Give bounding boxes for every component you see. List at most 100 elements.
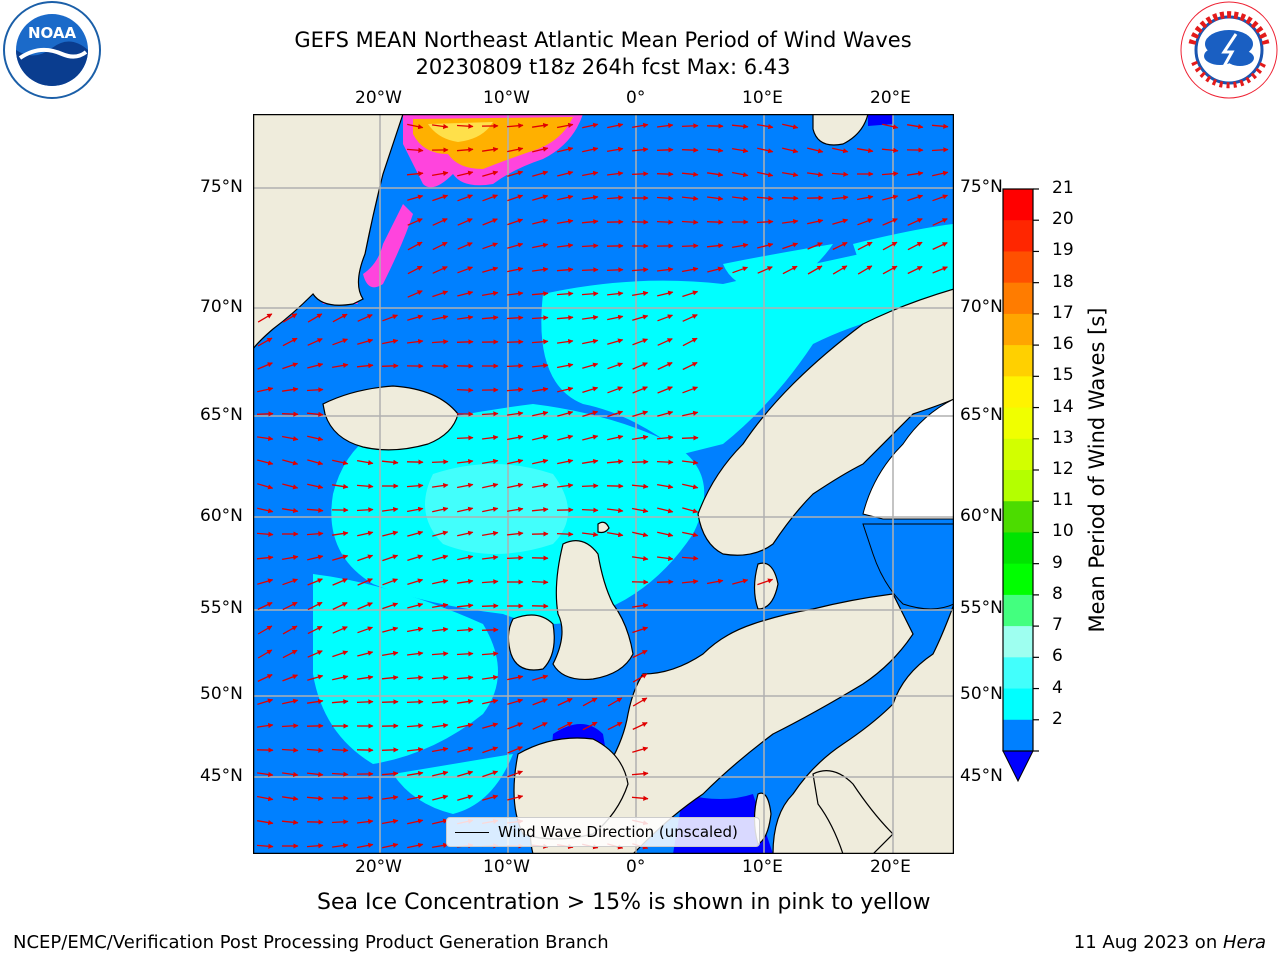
wave-direction-arrow: [507, 242, 524, 249]
colorbar-segment: [1003, 313, 1033, 346]
baltic-sea: [862, 523, 954, 610]
wave-direction-arrow: [631, 122, 649, 129]
wave-direction-arrow: [257, 578, 274, 585]
wave-direction-arrow: [631, 434, 649, 441]
wave-direction-arrow: [532, 194, 549, 201]
wave-direction-arrow: [306, 531, 324, 537]
wave-direction-arrow: [431, 651, 449, 657]
colorbar-tick-label: 18: [1052, 271, 1074, 292]
wave-direction-arrow: [482, 794, 499, 801]
wave-direction-arrow: [582, 362, 599, 369]
sea-ice-note-text: Sea Ice Concentration > 15% is shown in …: [317, 890, 931, 915]
wave-direction-arrow: [256, 531, 274, 537]
wave-direction-arrow: [657, 386, 673, 394]
wave-direction-arrow: [282, 313, 298, 323]
wave-direction-arrow: [582, 434, 599, 441]
wave-direction-arrow: [632, 410, 649, 418]
colorbar-segment: [1003, 376, 1033, 409]
lat-label-right-70n: 70°N: [960, 297, 1003, 317]
wave-direction-arrow: [907, 218, 923, 226]
wave-direction-arrow: [731, 147, 749, 154]
wave-direction-arrow: [257, 674, 273, 682]
wave-direction-arrow: [307, 650, 323, 658]
wave-direction-arrow: [507, 698, 524, 705]
wave-direction-arrow: [457, 530, 474, 537]
wave-direction-arrow: [432, 530, 449, 537]
wave-direction-arrow: [257, 602, 273, 610]
wave-direction-arrow: [256, 555, 274, 561]
wave-direction-arrow: [607, 410, 624, 418]
lon-label-top-0: 0°: [626, 88, 646, 108]
wave-direction-arrow: [681, 555, 699, 561]
wave-direction-arrow: [507, 410, 524, 417]
legend-line-sample: [455, 832, 489, 833]
wave-direction-arrow: [382, 626, 399, 633]
wave-direction-arrow: [657, 338, 673, 346]
wave-direction-arrow: [456, 651, 474, 657]
wave-direction-arrow: [382, 338, 399, 345]
wave-direction-arrow: [432, 506, 449, 513]
lon-label-bottom-10e: 10°E: [742, 857, 783, 877]
colorbar: [1002, 188, 1039, 783]
wave-direction-arrow: [607, 314, 624, 321]
wave-direction-arrow: [656, 459, 674, 465]
wave-direction-arrow: [882, 265, 898, 275]
colorbar-tick-label: 10: [1052, 521, 1074, 542]
wave-direction-arrow: [582, 410, 599, 418]
lat-label-left-65n: 65°N: [200, 405, 243, 425]
wave-direction-arrow: [282, 578, 298, 586]
wave-direction-arrow: [632, 362, 648, 370]
wave-direction-arrow: [557, 338, 574, 345]
footer-date: 11 Aug 2023 on: [1073, 932, 1223, 953]
wave-direction-arrow: [457, 266, 473, 274]
footer-host: Hera: [1222, 932, 1266, 953]
wave-direction-arrow: [357, 530, 374, 537]
wave-direction-arrow: [681, 171, 699, 177]
wave-direction-arrow: [532, 146, 549, 153]
colorbar-tick-label: 16: [1052, 334, 1074, 355]
wave-direction-arrow: [506, 555, 524, 561]
wave-direction-arrow: [732, 266, 748, 274]
wave-direction-arrow: [306, 747, 324, 753]
wave-direction-arrow: [731, 123, 749, 129]
wave-direction-arrow: [581, 507, 599, 513]
lon-label-top-10e: 10°E: [742, 88, 783, 108]
wave-direction-arrow: [382, 554, 399, 562]
wave-direction-arrow: [406, 626, 424, 633]
colorbar-tick-label: 11: [1052, 490, 1074, 511]
wave-direction-arrow: [631, 290, 649, 297]
wave-direction-arrow: [682, 337, 698, 347]
wave-direction-arrow: [457, 770, 474, 777]
wave-direction-arrow: [807, 242, 823, 250]
wave-direction-arrow: [807, 218, 824, 225]
wave-direction-arrow: [557, 410, 574, 417]
wave-direction-arrow: [481, 627, 499, 633]
wave-direction-arrow: [431, 699, 449, 705]
wave-direction-arrow: [431, 339, 449, 345]
wave-direction-arrow: [456, 123, 474, 129]
wave-direction-arrow: [556, 218, 574, 225]
colorbar-tick-label: 6: [1052, 646, 1063, 667]
wave-direction-arrow: [756, 195, 774, 201]
wave-direction-arrow: [556, 362, 574, 369]
wave-direction-arrow: [407, 842, 424, 849]
ireland: [507, 614, 555, 671]
iceland: [322, 385, 459, 451]
wave-direction-arrow: [681, 243, 699, 249]
wave-direction-arrow: [681, 195, 699, 201]
wave-direction-arrow: [507, 170, 524, 177]
wave-direction-arrow: [332, 554, 349, 561]
colorbar-tick-label: 15: [1052, 365, 1074, 386]
wave-direction-arrow: [531, 291, 549, 297]
wave-direction-arrow: [657, 314, 673, 322]
denmark: [753, 562, 779, 610]
wave-direction-arrow: [432, 314, 449, 321]
wave-direction-arrow: [882, 194, 899, 201]
wave-direction-arrow: [507, 146, 524, 153]
wave-direction-arrow: [357, 674, 374, 681]
wave-direction-arrow: [356, 363, 374, 369]
wave-direction-arrow: [607, 171, 624, 177]
wave-direction-arrow: [432, 218, 448, 226]
wave-direction-arrow: [331, 747, 349, 753]
wave-direction-arrow: [256, 795, 274, 802]
